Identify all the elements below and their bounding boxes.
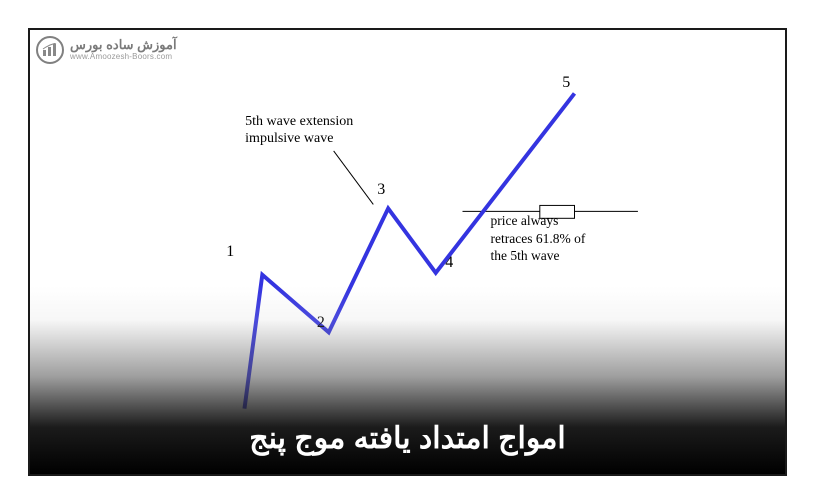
wave-label-3: 3 — [377, 181, 385, 199]
frame-border: آموزش ساده بورس www.Amoozesh-Boors.com 1… — [28, 28, 787, 476]
wave-label-2: 2 — [317, 314, 325, 332]
wave-chart: 1 2 3 4 5 5th wave extension impulsive w… — [30, 30, 785, 474]
annotation-leader-line — [334, 151, 374, 205]
wave-svg — [30, 30, 785, 474]
extension-annotation: 5th wave extension impulsive wave — [245, 114, 353, 148]
wave-label-4: 4 — [445, 254, 453, 272]
wave-label-1: 1 — [226, 243, 234, 261]
extension-annotation-line1: 5th wave extension — [245, 114, 353, 129]
retrace-annotation-line1: price always — [491, 213, 559, 228]
retrace-annotation: price always retraces 61.8% of the 5th w… — [491, 212, 586, 265]
retrace-annotation-line3: the 5th wave — [491, 248, 560, 263]
page-title: امواج امتداد یافته موج پنج — [30, 421, 785, 456]
extension-annotation-line2: impulsive wave — [245, 131, 333, 146]
retrace-annotation-line2: retraces 61.8% of — [491, 231, 586, 246]
wave-label-5: 5 — [562, 74, 570, 92]
